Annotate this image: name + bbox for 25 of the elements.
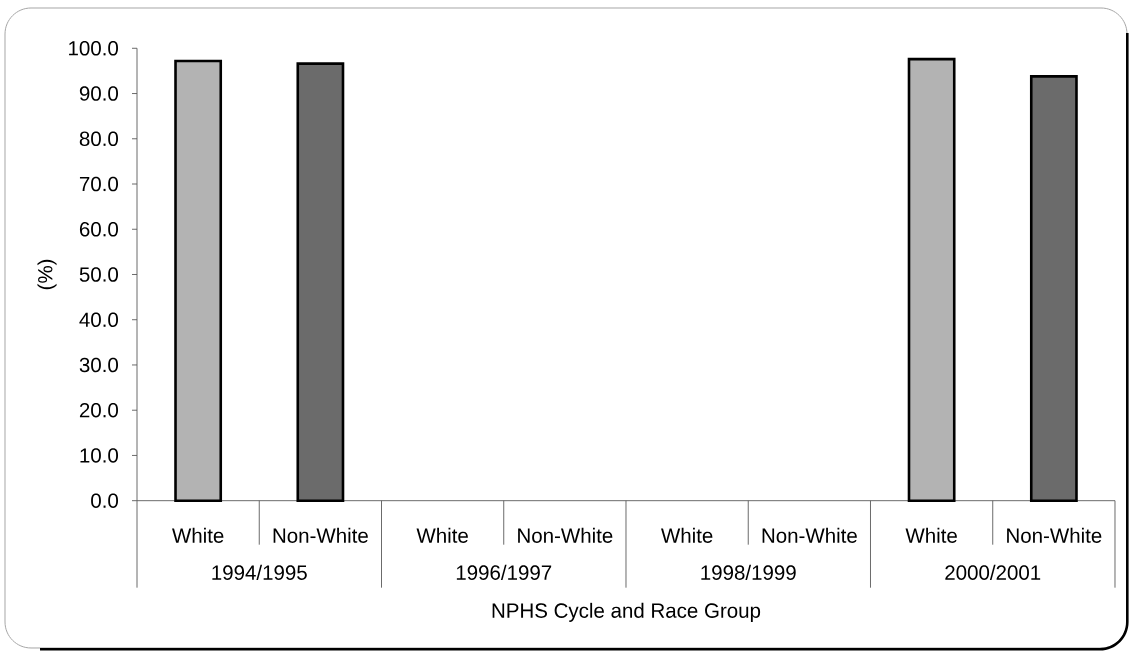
x-tick-label: White bbox=[661, 527, 713, 543]
x-axis-title: NPHS Cycle and Race Group bbox=[492, 602, 761, 622]
y-tick-label: 10.0 bbox=[80, 448, 118, 463]
y-tick-label: 60.0 bbox=[79, 221, 118, 237]
y-tick-label: 80.0 bbox=[79, 131, 118, 147]
y-tick-label: 40.0 bbox=[79, 312, 118, 327]
y-tick-label: 70.0 bbox=[79, 176, 118, 192]
x-tick-label: Non-White bbox=[518, 527, 613, 543]
text: 1994/1995 bbox=[212, 564, 307, 580]
text: 1998/1999 bbox=[701, 564, 796, 580]
x-tick-label: White bbox=[172, 527, 224, 543]
text: 2000/2001 bbox=[945, 564, 1041, 580]
x-tick-label: Non-White bbox=[762, 527, 857, 543]
x-tick-label: Non-White bbox=[1007, 527, 1102, 543]
y-tick-label: 100.0 bbox=[69, 41, 118, 56]
x-tick-label: Non-White bbox=[273, 527, 368, 543]
y-tick-label: 30.0 bbox=[79, 357, 118, 373]
y-tick-label: 50.0 bbox=[79, 267, 118, 282]
y-axis-title: (%) bbox=[37, 259, 57, 290]
y-tick-label: 20.0 bbox=[79, 402, 118, 418]
x-tick-label: White bbox=[416, 527, 468, 543]
text: 1996/1997 bbox=[456, 564, 552, 580]
y-tick-label: 0.0 bbox=[91, 493, 119, 508]
x-tick-label: White bbox=[905, 527, 957, 543]
y-tick-label: 90.0 bbox=[79, 86, 118, 101]
